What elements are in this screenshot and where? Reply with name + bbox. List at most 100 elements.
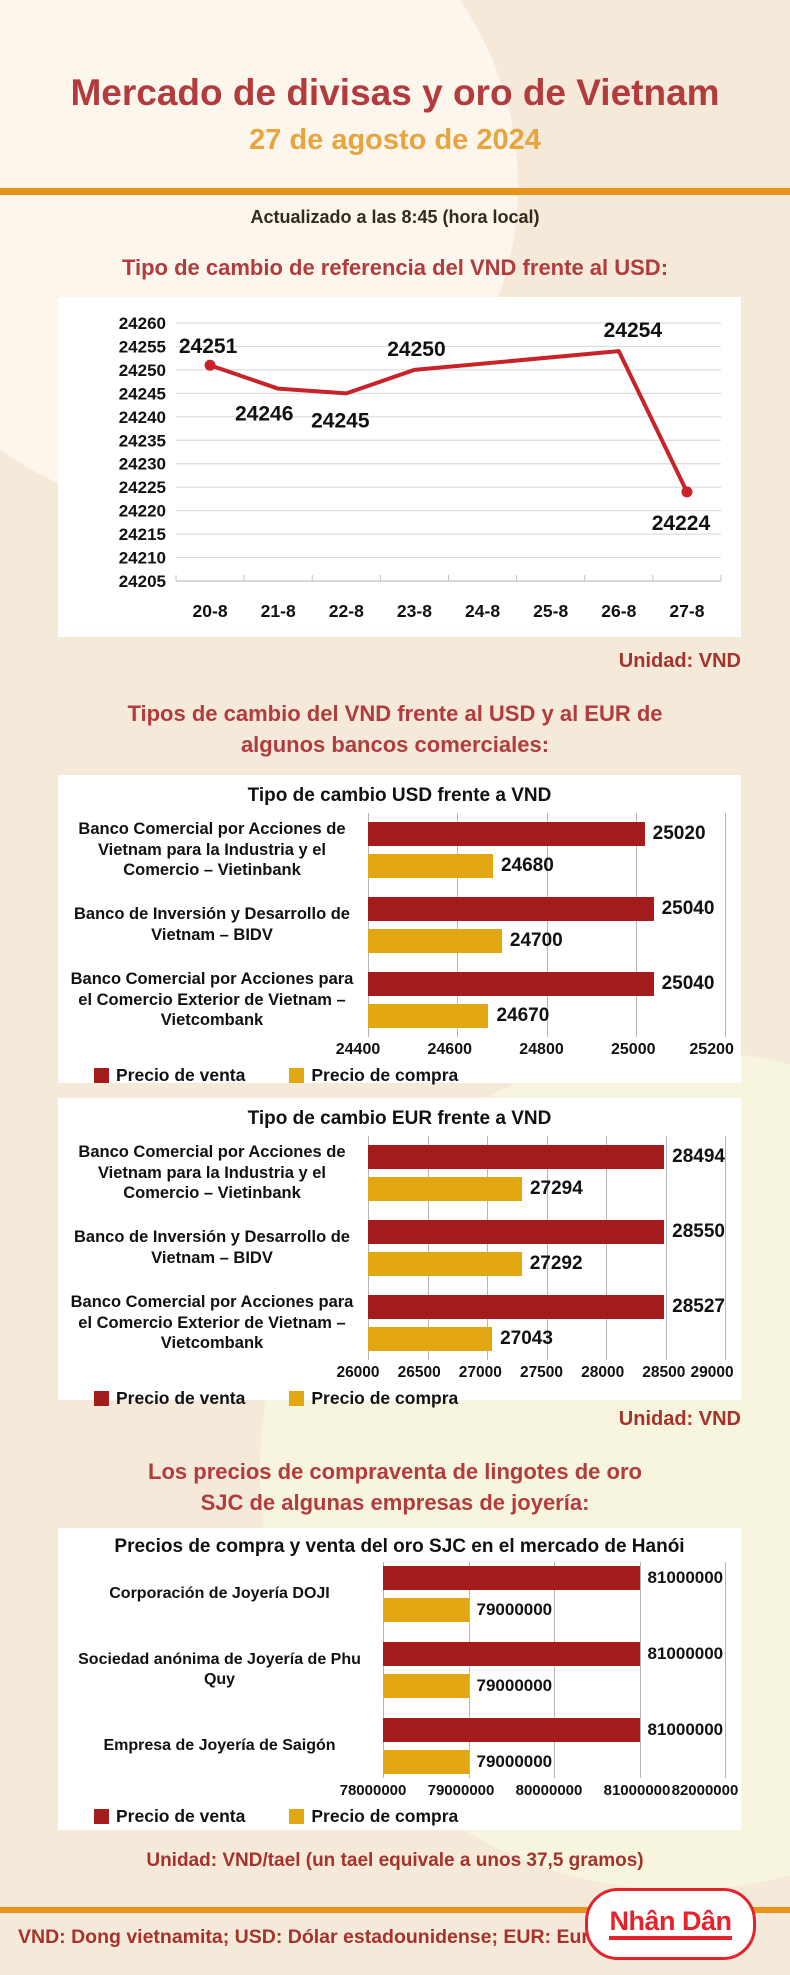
legend-label-venta: Precio de venta bbox=[116, 1806, 246, 1826]
bar-value-label: 81000000 bbox=[647, 1644, 724, 1663]
x-axis-tick-label: 24800 bbox=[519, 1040, 564, 1058]
venta-bar bbox=[383, 1718, 640, 1742]
legend-label-venta: Precio de venta bbox=[116, 1064, 246, 1085]
bar-value-label: 28550 bbox=[672, 1220, 725, 1242]
gold-chart-legend: Precio de venta Precio de compra bbox=[94, 1806, 741, 1827]
bar-groups: Banco Comercial por Acciones de Vietnam … bbox=[68, 813, 725, 1037]
bar-group: Banco Comercial por Acciones para el Com… bbox=[68, 969, 725, 1031]
y-axis-tick-label: 24255 bbox=[119, 337, 166, 356]
venta-swatch-icon bbox=[94, 1067, 109, 1083]
eur-chart-card: Tipo de cambio EUR frente a VND Banco Co… bbox=[58, 1098, 741, 1408]
gridline bbox=[725, 1136, 726, 1360]
bar-groups: Banco Comercial por Acciones de Vietnam … bbox=[68, 1136, 725, 1360]
compra-bar bbox=[383, 1674, 469, 1698]
nhan-dan-logo-text: Nhân Dân bbox=[609, 1908, 732, 1940]
compra-bar bbox=[368, 1326, 493, 1351]
category-label: Banco Comercial por Acciones para el Com… bbox=[70, 1292, 354, 1353]
gridline bbox=[606, 1136, 607, 1360]
bar-value-label: 28494 bbox=[672, 1145, 725, 1167]
bars-cell: 25020 24680 bbox=[368, 821, 725, 878]
bars-cell: 81000000 79000000 bbox=[383, 1566, 725, 1622]
gridline bbox=[468, 1562, 470, 1778]
x-axis-tick-label: 23-8 bbox=[397, 601, 432, 621]
compra-bar bbox=[368, 853, 493, 878]
bar-value-label: 25020 bbox=[652, 822, 706, 844]
data-point-label: 24251 bbox=[179, 335, 238, 358]
x-axis-tick-label: 82000000 bbox=[671, 1782, 739, 1799]
data-point-marker bbox=[204, 359, 216, 371]
x-axis-tick-label: 80000000 bbox=[515, 1782, 583, 1799]
gridline bbox=[725, 1562, 726, 1778]
data-point-label: 24245 bbox=[311, 409, 370, 432]
legend-item-venta: Precio de venta bbox=[94, 1806, 245, 1827]
y-axis-tick-label: 24240 bbox=[119, 408, 166, 427]
legend-item-compra: Precio de compra bbox=[289, 1806, 458, 1827]
bar-row: 79000000 bbox=[383, 1750, 725, 1774]
bars-cell: 81000000 79000000 bbox=[383, 1718, 725, 1774]
y-axis-tick-label: 24215 bbox=[119, 525, 166, 544]
eur-axis-ticks: 26000 26500 27000 27500 28000 28500 29000 bbox=[336, 1360, 733, 1386]
x-axis-tick-label: 25200 bbox=[689, 1040, 734, 1058]
venta-bar bbox=[368, 821, 645, 846]
bar-row: 79000000 bbox=[383, 1598, 725, 1622]
bar-row: 28527 bbox=[368, 1294, 725, 1319]
bar-group: Sociedad anónima de Joyería de Phu Quy 81… bbox=[68, 1642, 725, 1698]
compra-bar bbox=[368, 928, 502, 953]
x-axis-tick-label: 26000 bbox=[336, 1363, 380, 1381]
venta-bar bbox=[368, 971, 654, 996]
venta-bar bbox=[368, 1219, 665, 1244]
venta-bar bbox=[383, 1566, 640, 1590]
compra-bar bbox=[383, 1598, 469, 1622]
bar-group: Corporación de Joyería DOJI 81000000 79000… bbox=[68, 1566, 725, 1622]
gridline bbox=[546, 813, 548, 1037]
data-point-label: 24250 bbox=[387, 338, 445, 361]
unit-label-vnd-2: Unidad: VND bbox=[618, 1408, 741, 1430]
bar-value-label: 24700 bbox=[509, 929, 563, 951]
legend-item-venta: Precio de venta bbox=[94, 1388, 245, 1409]
x-axis-tick-label: 27000 bbox=[458, 1363, 502, 1381]
bar-value-label: 24680 bbox=[500, 854, 554, 876]
venta-bar bbox=[368, 1294, 665, 1319]
gridline bbox=[546, 1136, 548, 1360]
y-axis-tick-label: 24220 bbox=[119, 502, 166, 521]
x-axis-tick-label: 21-8 bbox=[261, 601, 296, 621]
category-label: Empresa de Joyería de Saigón bbox=[103, 1737, 336, 1754]
bar-row: 28550 bbox=[368, 1219, 725, 1244]
bar-row: 27294 bbox=[368, 1176, 725, 1201]
x-axis-tick-label: 26500 bbox=[397, 1363, 441, 1381]
data-point-label: 24224 bbox=[652, 512, 711, 535]
y-axis-tick-label: 24225 bbox=[119, 478, 166, 497]
y-axis-tick-label: 24250 bbox=[119, 361, 166, 380]
y-axis-tick-label: 24235 bbox=[119, 431, 166, 450]
bar-row: 81000000 bbox=[383, 1718, 725, 1742]
gridline bbox=[368, 813, 369, 1037]
bars-cell: 28494 27294 bbox=[368, 1144, 725, 1201]
x-axis-tick-label: 27-8 bbox=[669, 601, 704, 621]
bottom-divider bbox=[0, 1907, 790, 1913]
bar-value-label: 27043 bbox=[500, 1327, 553, 1349]
bar-value-label: 28527 bbox=[672, 1295, 725, 1317]
usd-chart-title: Tipo de cambio USD frente a VND bbox=[247, 785, 552, 806]
eur-chart-legend: Precio de venta Precio de compra bbox=[94, 1388, 741, 1409]
footer-abbreviations: VND: Dong vietnamita; USD: Dólar estadou… bbox=[18, 1926, 601, 1948]
page-date: 27 de agosto de 2024 bbox=[249, 124, 541, 156]
top-divider bbox=[0, 188, 790, 195]
x-axis-tick-label: 27500 bbox=[519, 1363, 564, 1381]
gridline bbox=[635, 813, 637, 1037]
section-title-reference-rate: Tipo de cambio de referencia del VND fre… bbox=[121, 255, 669, 280]
data-point-label: 24254 bbox=[604, 319, 663, 342]
bar-row: 27043 bbox=[368, 1326, 725, 1351]
bar-group: Banco Comercial por Acciones de Vietnam … bbox=[68, 819, 725, 881]
venta-bar bbox=[368, 1144, 665, 1169]
unit-label-tael: Unidad: VND/tael (un tael equivale a uno… bbox=[146, 1850, 644, 1871]
y-axis-tick-label: 24245 bbox=[119, 384, 166, 403]
section-title-bank-rates: Tipos de cambio del VND frente al USD y … bbox=[0, 698, 790, 760]
gridline bbox=[383, 1562, 384, 1778]
venta-bar bbox=[368, 896, 654, 921]
bar-group: Banco Comercial por Acciones de Vietnam … bbox=[68, 1142, 725, 1204]
x-axis-tick-label: 78000000 bbox=[339, 1782, 407, 1799]
bar-group: Empresa de Joyería de Saigón 81000000 7900… bbox=[68, 1718, 725, 1774]
category-label: Banco de Inversión y Desarrollo de Vietn… bbox=[73, 1228, 350, 1267]
x-axis-tick-label: 24-8 bbox=[465, 601, 500, 621]
bar-value-label: 27294 bbox=[529, 1177, 583, 1199]
